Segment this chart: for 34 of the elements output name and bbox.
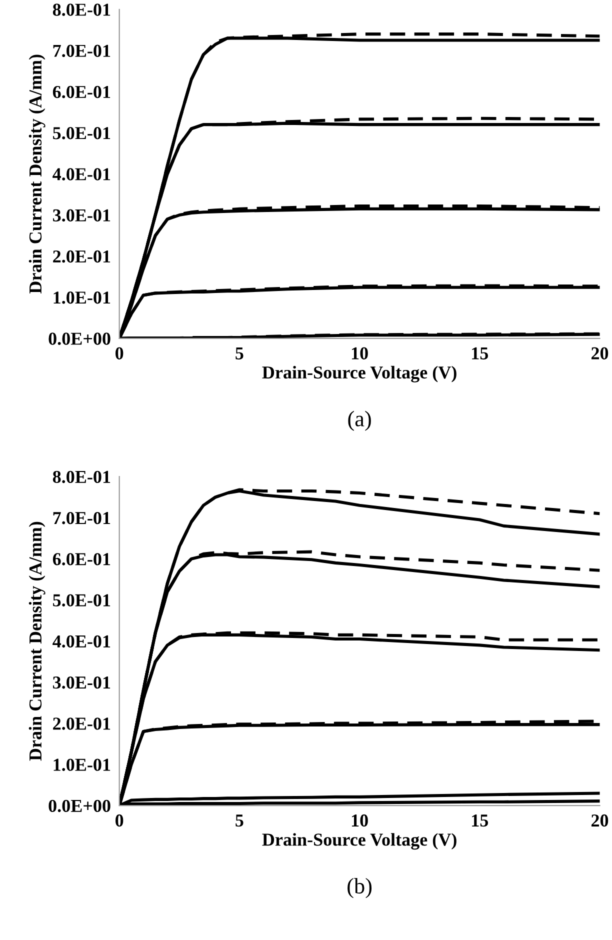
x-tick-label: 15: [472, 814, 488, 827]
x-axis-title: Drain-Source Voltage (V): [262, 833, 456, 850]
y-tick-label: 0.0E+00: [48, 332, 110, 345]
y-tick-label: 4.0E-01: [52, 635, 110, 648]
y-tick-label: 5.0E-01: [53, 594, 110, 606]
y-tick-label: 8.0E-01: [52, 470, 110, 484]
y-tick-label: 4.0E-01: [52, 168, 110, 180]
x-tick-label: 5: [236, 814, 244, 827]
y-axis-title: Drain Current Density (A/mm): [28, 54, 46, 294]
x-tick-label: 20: [591, 814, 608, 827]
y-axis-title: Drain Current Density (A/mm): [28, 522, 46, 761]
text: (b): [348, 878, 372, 898]
y-tick-label: 2.0E-01: [53, 250, 110, 263]
y-tick-label: 5.0E-01: [53, 127, 110, 140]
x-axis-title: Drain-Source Voltage (V): [262, 366, 456, 382]
y-tick-label: 2.0E-01: [53, 718, 110, 730]
y-tick-label: 0.0E+00: [48, 800, 110, 812]
y-tick-label: 8.0E-01: [52, 4, 110, 16]
x-tick-label: 10: [352, 347, 368, 360]
x-tick-label: 15: [472, 347, 488, 360]
y-tick-label: 1.0E-01: [54, 292, 110, 304]
y-tick-label: 6.0E-01: [52, 553, 110, 566]
y-tick-label: 7.0E-01: [53, 44, 110, 58]
y-tick-label: 7.0E-01: [53, 512, 110, 524]
y-tick-label: 1.0E-01: [54, 758, 110, 771]
x-tick-label: 10: [352, 814, 368, 827]
x-tick-label: 5: [236, 347, 244, 360]
y-tick-label: 3.0E-01: [53, 209, 110, 222]
x-tick-label: 20: [591, 347, 608, 360]
text: (a): [348, 410, 371, 431]
y-tick-label: 3.0E-01: [53, 676, 110, 689]
x-tick-label: 0: [116, 347, 124, 360]
y-tick-label: 6.0E-01: [52, 86, 110, 98]
x-tick-label: 0: [116, 814, 124, 827]
